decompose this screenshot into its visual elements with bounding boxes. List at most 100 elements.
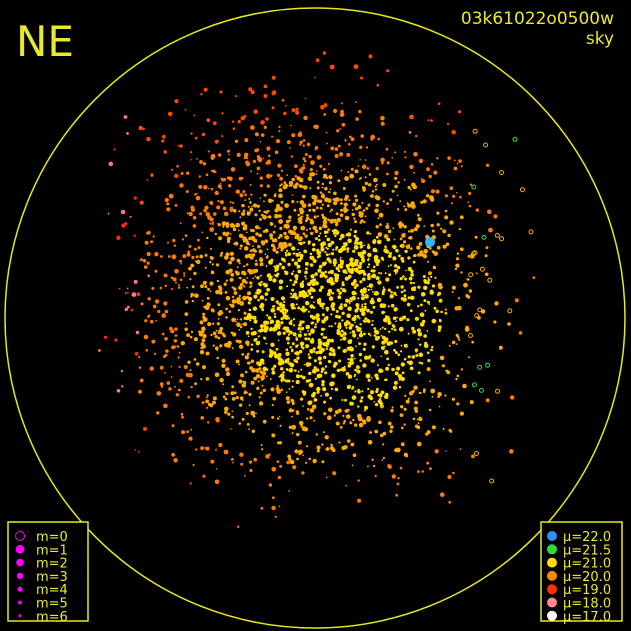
star-dot: [436, 157, 439, 160]
star-dot: [249, 201, 252, 204]
star-dot: [295, 338, 299, 341]
star-dot: [325, 447, 330, 451]
star-dot: [312, 195, 318, 200]
star-dot: [356, 369, 361, 374]
star-dot: [349, 332, 352, 334]
star-dot: [303, 333, 307, 337]
star-dot: [295, 303, 298, 306]
star-dot: [302, 139, 306, 142]
star-dot: [262, 388, 266, 393]
star-dot: [199, 212, 203, 216]
star-dot: [431, 425, 436, 430]
star-dot: [201, 132, 206, 137]
star-dot: [186, 212, 189, 215]
star-dot: [293, 208, 297, 212]
star-dot: [275, 139, 281, 144]
star-dot: [339, 258, 342, 261]
star-dot: [387, 265, 390, 268]
star-dot: [300, 282, 302, 285]
star-dot: [362, 347, 366, 351]
star-dot: [304, 270, 308, 275]
star-dot: [321, 367, 325, 371]
star-dot: [311, 315, 316, 320]
star-dot: [298, 452, 302, 456]
star-dot: [239, 247, 242, 250]
star-dot: [179, 378, 184, 383]
star-dot: [296, 176, 301, 181]
star-dot: [427, 359, 431, 363]
star-dot: [342, 187, 346, 190]
star-dot: [407, 185, 411, 190]
star-dot: [144, 319, 148, 323]
star-dot: [253, 109, 258, 114]
star-dot: [270, 174, 273, 177]
star-dot: [330, 146, 335, 151]
star-dot: [364, 302, 367, 306]
star-dot: [249, 468, 253, 473]
star-dot: [342, 348, 347, 353]
star-dot: [285, 336, 290, 341]
star-dot: [321, 383, 325, 387]
star-dot: [212, 309, 215, 313]
star-dot: [318, 264, 323, 269]
star-dot: [370, 297, 374, 301]
star-dot: [299, 282, 304, 287]
star-dot: [338, 368, 342, 372]
star-dot: [274, 150, 279, 155]
star-dot: [369, 390, 375, 395]
star-dot: [277, 339, 280, 342]
star-dot: [399, 244, 403, 248]
star-dot: [386, 222, 389, 225]
star-dot: [202, 280, 207, 285]
star-dot: [250, 410, 256, 416]
star-dot: [380, 433, 384, 438]
star-dot: [133, 196, 137, 200]
star-dot: [353, 286, 357, 289]
star-dot: [403, 423, 406, 426]
star-dot: [238, 339, 242, 344]
star-dot: [422, 199, 427, 204]
star-dot: [296, 412, 300, 415]
star-dot: [290, 292, 293, 295]
star-dot: [138, 125, 143, 131]
star-dot: [344, 139, 347, 142]
star-dot: [222, 231, 227, 236]
star-dot: [214, 139, 219, 144]
star-dot: [344, 398, 347, 402]
star-dot: [384, 272, 387, 275]
star-dot: [238, 285, 243, 291]
star-dot: [257, 361, 263, 367]
star-dot: [403, 205, 406, 208]
star-dot: [424, 341, 428, 345]
star-dot: [331, 373, 336, 379]
star-dot: [245, 160, 250, 165]
star-dot: [374, 373, 379, 378]
star-dot: [295, 296, 299, 300]
star-dot: [249, 366, 253, 370]
star-dot: [296, 200, 299, 203]
star-dot: [264, 228, 269, 233]
star-dot: [404, 394, 407, 397]
star-dot: [217, 153, 222, 157]
star-dot: [460, 247, 464, 251]
star-dot: [363, 342, 367, 346]
star-dot: [418, 361, 421, 364]
star-dot: [321, 443, 324, 446]
star-dot: [108, 161, 114, 167]
star-dot: [277, 163, 282, 168]
star-dot: [202, 162, 207, 166]
star-dot: [407, 296, 411, 300]
star-dot: [366, 274, 371, 278]
star-dot: [139, 378, 144, 383]
star-dot: [296, 344, 299, 347]
star-dot: [190, 207, 195, 212]
star-dot: [342, 422, 346, 425]
star-dot: [317, 345, 322, 350]
star-dot: [280, 183, 283, 186]
star-dot: [275, 320, 281, 325]
star-dot: [150, 173, 154, 177]
star-dot: [358, 342, 361, 346]
star-dot: [494, 232, 500, 238]
star-dot: [380, 272, 383, 275]
star-dot: [204, 305, 210, 311]
